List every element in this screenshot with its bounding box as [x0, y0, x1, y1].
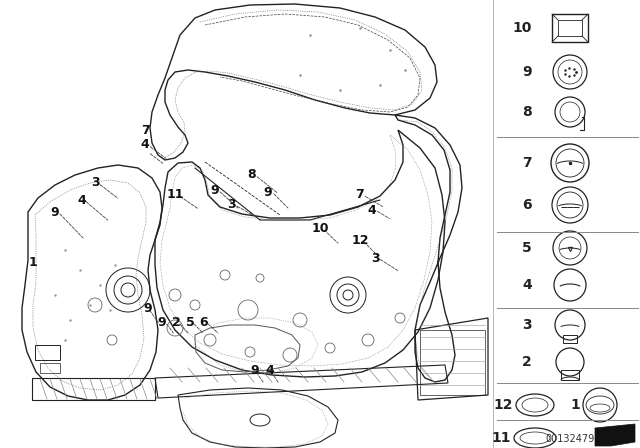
- Text: 8: 8: [522, 105, 532, 119]
- Text: 9: 9: [144, 302, 152, 314]
- Text: 4: 4: [266, 363, 275, 376]
- Text: 3: 3: [91, 177, 99, 190]
- Text: 9: 9: [157, 315, 166, 328]
- Text: 3: 3: [372, 251, 380, 264]
- Text: 8: 8: [248, 168, 256, 181]
- Text: 9: 9: [522, 65, 532, 79]
- Bar: [561, 370, 579, 380]
- Text: 1: 1: [570, 398, 580, 412]
- Text: 9: 9: [211, 184, 220, 197]
- Text: 9: 9: [51, 206, 60, 219]
- Text: 2: 2: [172, 315, 180, 328]
- Text: 6: 6: [522, 198, 532, 212]
- Text: 6: 6: [200, 315, 208, 328]
- Text: 3: 3: [228, 198, 236, 211]
- Text: 11: 11: [166, 189, 184, 202]
- Text: 9: 9: [264, 185, 272, 198]
- Text: 3: 3: [522, 318, 532, 332]
- Text: 4: 4: [77, 194, 86, 207]
- Text: 12: 12: [493, 398, 513, 412]
- Bar: [563, 335, 577, 343]
- Text: 10: 10: [311, 221, 329, 234]
- Text: 2: 2: [522, 355, 532, 369]
- Text: 4: 4: [522, 278, 532, 292]
- Text: 5: 5: [522, 241, 532, 255]
- Text: 1: 1: [29, 257, 37, 270]
- Bar: [40, 363, 60, 373]
- Bar: [420, 330, 485, 395]
- Text: 12: 12: [351, 233, 369, 246]
- Text: 9: 9: [251, 363, 259, 376]
- Text: 5: 5: [186, 315, 195, 328]
- Text: 4: 4: [367, 203, 376, 216]
- Text: 10: 10: [513, 21, 532, 35]
- Text: 7: 7: [522, 156, 532, 170]
- Text: 4: 4: [141, 138, 149, 151]
- Polygon shape: [595, 424, 635, 446]
- Text: 00132479: 00132479: [545, 434, 595, 444]
- Text: 7: 7: [141, 124, 149, 137]
- Text: 7: 7: [356, 189, 364, 202]
- Bar: [35, 345, 60, 360]
- Text: 11: 11: [492, 431, 511, 445]
